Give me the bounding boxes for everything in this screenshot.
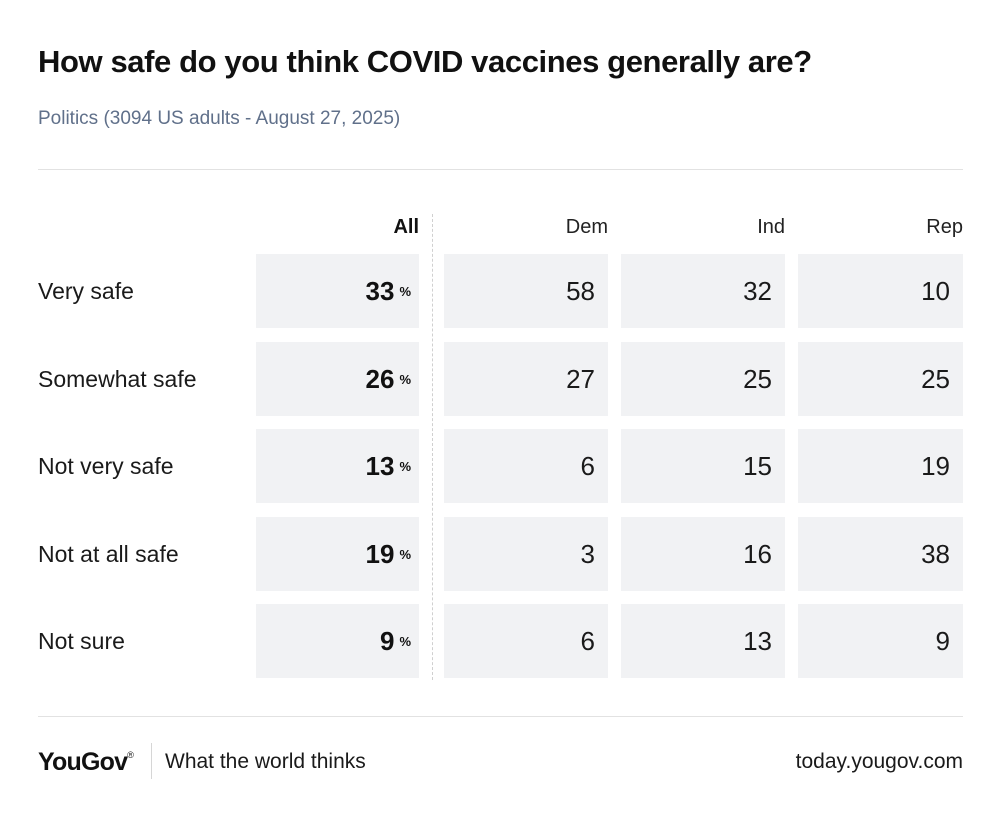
footer-tagline: What the world thinks — [165, 750, 366, 773]
value-all: 33 — [365, 275, 395, 306]
percent-sign: % — [399, 546, 411, 562]
cell-not-at-all-safe-ind: 16 — [621, 517, 785, 591]
cell-not-sure-all: 9% — [256, 604, 419, 678]
cell-not-sure-ind: 13 — [621, 604, 785, 678]
top-divider — [38, 169, 963, 170]
bottom-divider — [38, 716, 963, 717]
row-label-not-very-safe: Not very safe — [38, 453, 174, 479]
cell-not-very-safe-dem: 6 — [444, 429, 608, 503]
cell-somewhat-safe-rep: 25 — [798, 342, 963, 416]
cell-not-very-safe-ind: 15 — [621, 429, 785, 503]
percent-sign: % — [399, 371, 411, 387]
cell-not-very-safe-all: 13% — [256, 429, 419, 503]
cell-somewhat-safe-ind: 25 — [621, 342, 785, 416]
cell-very-safe-all: 33% — [256, 254, 419, 328]
cell-not-at-all-safe-rep: 38 — [798, 517, 963, 591]
chart-title: How safe do you think COVID vaccines gen… — [38, 44, 812, 79]
footer-url[interactable]: today.yougov.com — [795, 750, 963, 773]
column-header-all: All — [393, 216, 419, 238]
footer-separator — [151, 743, 152, 779]
chart-subtitle: Politics (3094 US adults - August 27, 20… — [38, 108, 401, 129]
all-column-divider — [432, 214, 433, 680]
row-label-not-sure: Not sure — [38, 628, 125, 654]
cell-not-at-all-safe-all: 19% — [256, 517, 419, 591]
cell-somewhat-safe-all: 26% — [256, 342, 419, 416]
percent-sign: % — [399, 633, 411, 649]
cell-somewhat-safe-dem: 27 — [444, 342, 608, 416]
value-all: 26 — [365, 363, 395, 394]
percent-sign: % — [399, 283, 411, 299]
cell-not-sure-rep: 9 — [798, 604, 963, 678]
cell-not-sure-dem: 6 — [444, 604, 608, 678]
cell-very-safe-dem: 58 — [444, 254, 608, 328]
cell-very-safe-ind: 32 — [621, 254, 785, 328]
row-label-not-at-all-safe: Not at all safe — [38, 541, 179, 567]
cell-not-at-all-safe-dem: 3 — [444, 517, 608, 591]
row-label-very-safe: Very safe — [38, 278, 134, 304]
column-header-dem: Dem — [565, 216, 608, 238]
cell-very-safe-rep: 10 — [798, 254, 963, 328]
column-header-ind: Ind — [757, 216, 785, 238]
cell-not-very-safe-rep: 19 — [798, 429, 963, 503]
value-all: 13 — [365, 450, 395, 481]
yougov-logo: YouGov® — [38, 745, 134, 779]
logo-text: YouGov — [38, 748, 128, 776]
registered-mark: ® — [127, 750, 134, 760]
percent-sign: % — [399, 458, 411, 474]
value-all: 9 — [379, 625, 395, 656]
value-all: 19 — [365, 538, 395, 569]
column-header-rep: Rep — [926, 216, 963, 238]
row-label-somewhat-safe: Somewhat safe — [38, 366, 197, 392]
